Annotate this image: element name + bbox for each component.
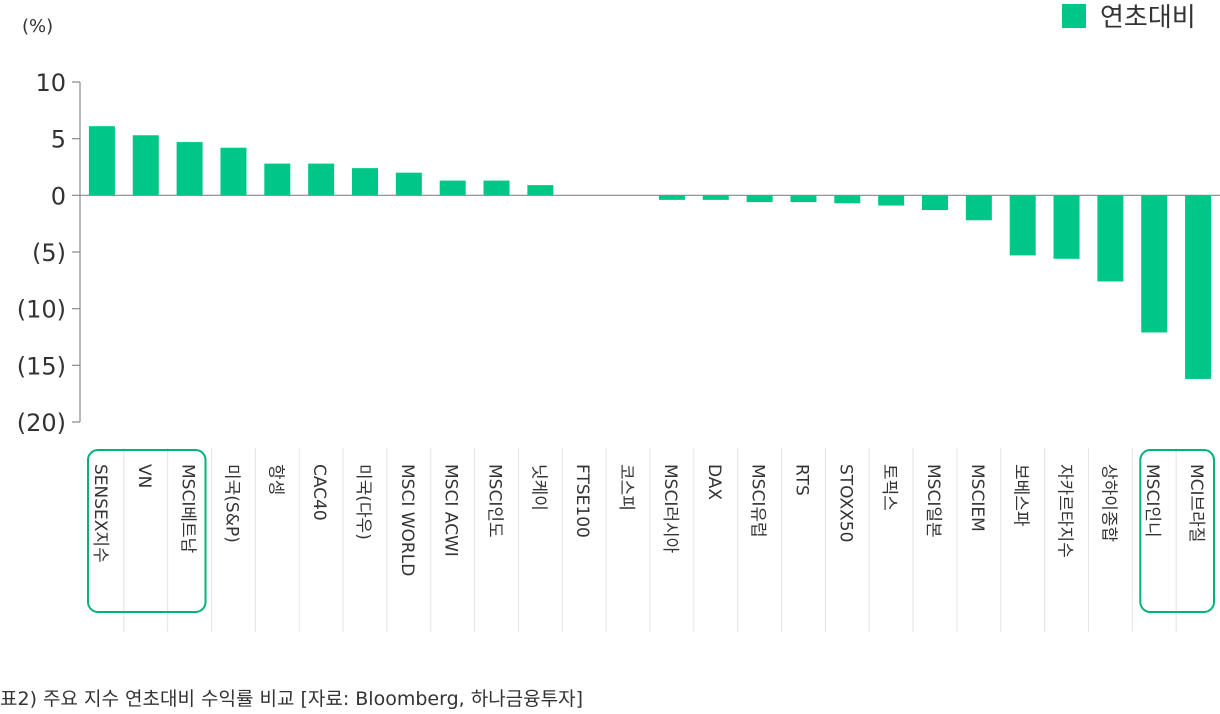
category-label: SENSEX지수 (90, 464, 110, 563)
category-label: MSCI러시아 (660, 464, 680, 554)
legend-label: 연초대비 (1100, 3, 1196, 33)
bar (1141, 195, 1168, 333)
bar (965, 195, 992, 221)
y-tick-label: (20) (17, 409, 66, 437)
y-tick-label: 10 (35, 69, 66, 97)
category-label: 항셍 (265, 464, 285, 495)
category-label: 닛케이 (528, 464, 548, 511)
category-label: 미국(S&P) (221, 464, 241, 543)
category-label: VN (134, 464, 154, 488)
category-label: MSCI인니 (1142, 464, 1162, 538)
bar (176, 142, 203, 196)
highlight-box (1139, 449, 1216, 613)
bar (483, 180, 510, 196)
category-label: MSCI WORLD (397, 464, 417, 576)
bar (220, 147, 247, 196)
category-label: 토픽스 (879, 464, 899, 511)
y-tick-label: 0 (51, 182, 66, 210)
y-tick-label: 5 (51, 126, 66, 154)
bar (790, 195, 817, 203)
category-label: MSCI베트남 (178, 464, 198, 554)
bar (395, 172, 422, 196)
bar (527, 185, 554, 196)
bar (1185, 195, 1212, 379)
category-label: MSCIEM (967, 464, 987, 532)
category-label: STOXX50 (835, 464, 855, 542)
bar (922, 195, 948, 211)
category-label: DAX (704, 464, 724, 500)
figure-caption: 표2) 주요 지수 연초대비 수익률 비교 [자료: Bloomberg, 하나… (0, 688, 584, 710)
category-label: MSCI일본 (923, 464, 943, 538)
category-label: 자카르타지수 (1055, 464, 1075, 558)
bar (132, 135, 159, 196)
bar (1053, 195, 1080, 259)
highlight-box (87, 449, 207, 613)
bar (746, 195, 773, 203)
bar-chart: (%) 연초대비 10 5 0 (5) (10) (15) (20) SENSEX지수 VN M… (17, 3, 1220, 632)
bar (352, 168, 378, 196)
category-label: CAC40 (309, 464, 329, 521)
bar (878, 195, 905, 206)
category-label: MSCI인도 (485, 464, 505, 538)
category-label: MSCI ACWI (441, 464, 461, 557)
category-label: 보베스파 (1011, 464, 1031, 527)
category-label: MSCI유럽 (748, 464, 768, 538)
category-label: 상하이종합 (1098, 464, 1118, 543)
category-label: FTSE100 (572, 464, 592, 538)
legend-swatch (1062, 4, 1086, 28)
bar (308, 163, 335, 196)
bar (1009, 195, 1036, 256)
category-label: RTS (791, 464, 811, 496)
bar (1097, 195, 1124, 282)
bar (88, 126, 115, 196)
y-tick-label: (10) (17, 296, 66, 324)
y-tick-label: (15) (17, 352, 66, 380)
y-unit-label: (%) (22, 16, 53, 37)
bar (264, 163, 291, 196)
category-label: 코스피 (616, 464, 636, 511)
bar (658, 195, 685, 200)
bar (702, 195, 729, 200)
category-label: MCI브라질 (1186, 464, 1206, 542)
y-tick-label: (5) (32, 239, 66, 267)
category-label: 미국(다우) (353, 464, 373, 540)
bar (834, 195, 861, 204)
bar (439, 180, 466, 196)
